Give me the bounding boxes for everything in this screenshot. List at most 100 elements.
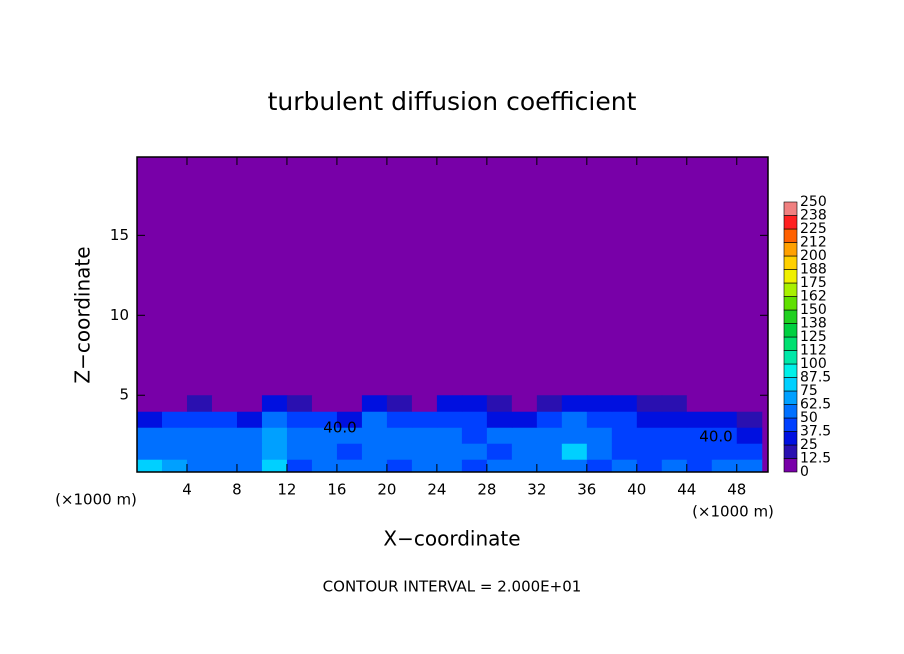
field-cell [411,457,438,472]
field-cell [161,457,188,472]
colorbar-swatch [783,390,798,405]
field-cell [461,395,488,412]
field-cell [137,427,163,444]
field-cell [236,395,263,412]
x-tick-label: 40 [627,481,646,499]
field-cell [186,427,213,444]
field-cell [561,457,588,472]
contour-label: 40.0 [323,419,356,437]
colorbar-label: 37.5 [800,424,831,440]
field-cell [711,411,738,428]
colorbar-label: 0 [800,464,809,480]
x-tick-label: 8 [232,481,242,499]
x-tick-label: 16 [327,481,346,499]
field-cell [586,443,613,460]
x-unit: (×1000 m) [55,491,137,509]
x-tick-label: 4 [182,481,192,499]
field-cell [461,457,488,472]
field-cell [661,411,688,428]
field-cell [361,443,388,460]
field-cell [361,427,388,444]
field-cell [211,427,238,444]
field-cell [311,443,338,460]
field-cell [611,427,638,444]
field-cell [411,427,438,444]
field-cell [186,443,213,460]
colorbar-label: 138 [800,316,827,332]
field-cell [386,395,413,412]
field-cell [336,457,363,472]
colorbar-swatch [783,431,798,446]
field-cell [261,427,288,444]
field-cell [336,427,363,444]
x-tick-label: 36 [577,481,596,499]
x-tick-label: 12 [277,481,296,499]
field-cell [486,395,513,412]
field-cell [186,457,213,472]
colorbar-label: 12.5 [800,451,831,467]
field-cell [161,395,188,412]
field-cell [186,395,213,412]
field-cell [586,457,613,472]
colorbar-swatch [783,309,798,324]
field-cell [486,427,513,444]
field-cell [211,443,238,460]
field-cell [186,411,213,428]
field-cell [536,395,563,412]
plot-frame [136,156,769,473]
field-cell [511,411,538,428]
field-cell [736,411,763,428]
colorbar-swatch [783,377,798,392]
colorbar-swatch [783,444,798,459]
field-cell [511,395,538,412]
colorbar-label: 87.5 [800,370,831,386]
field-cell [686,427,713,444]
field-cell [636,411,663,428]
colorbar-label: 25 [800,437,818,453]
x-tick-label: 44 [677,481,696,499]
field-cell [636,427,663,444]
field-cell [137,411,163,428]
colorbar-label: 100 [800,356,827,372]
field-cell [336,443,363,460]
field-cell [236,427,263,444]
field-cell [611,395,638,412]
field-cell [386,427,413,444]
field-cell [511,443,538,460]
colorbar-label: 238 [800,208,827,224]
colorbar-swatch [783,215,798,230]
field-cell [261,457,288,472]
field-cell [636,395,663,412]
y-tick-label: 10 [110,306,129,324]
field-cell [361,457,388,472]
field-cell [611,457,638,472]
field-cell [511,427,538,444]
field-cell [311,411,338,428]
field-cell [161,427,188,444]
field-cell [361,395,388,412]
field-cell [436,443,463,460]
field-cell [586,411,613,428]
field-cell [736,457,763,472]
field-cell [461,411,488,428]
field-cell [536,427,563,444]
colorbar-swatch [783,336,798,351]
chart-title: turbulent diffusion coefficient [268,87,637,116]
field-cell [711,427,738,444]
colorbar-swatch [783,296,798,311]
footer: CONTOUR INTERVAL = 2.000E+01 [323,578,582,596]
colorbar-swatch [783,350,798,365]
field-cell [736,427,763,444]
field-cell [361,411,388,428]
field-cell [636,457,663,472]
field-cell [137,395,163,412]
colorbar-label: 200 [800,248,827,264]
field-cell [336,395,363,412]
field-cell [486,411,513,428]
field-cell [137,443,163,460]
field-cell [311,457,338,472]
field-cell [736,443,763,460]
y-axis-label: Z−coordinate [71,246,95,383]
field-cell [311,427,338,444]
